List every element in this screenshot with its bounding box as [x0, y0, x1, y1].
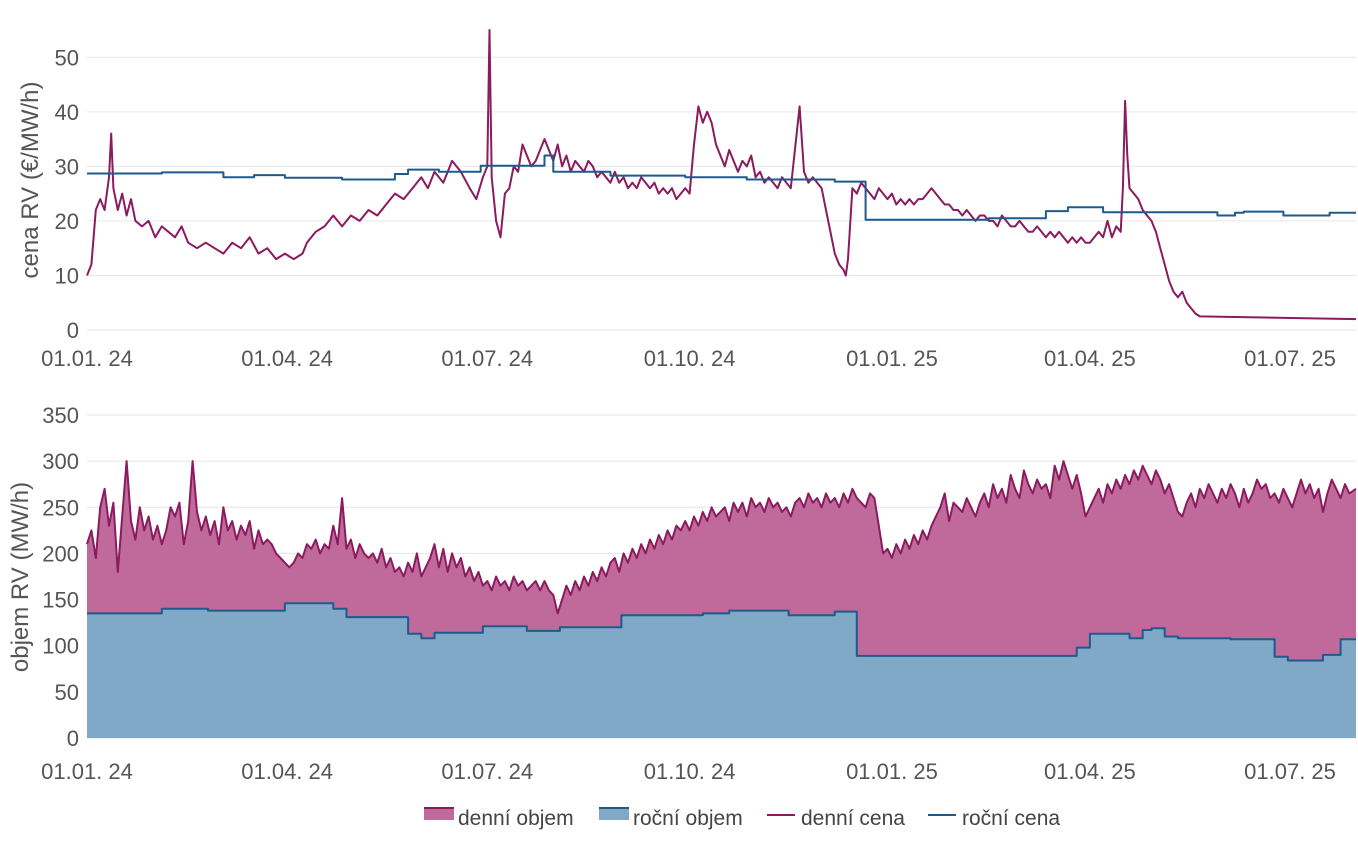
legend-swatch-roční-objem — [599, 808, 629, 820]
price-x-tick-label: 01.04. 24 — [241, 346, 333, 371]
legend-label-roční-cena: roční cena — [962, 807, 1060, 830]
volume-y-tick-label: 200 — [42, 541, 79, 566]
price-y-tick-label: 30 — [55, 154, 79, 179]
series-line-roční-objem — [87, 602, 1356, 662]
volume-x-tick-label: 01.01. 24 — [41, 759, 133, 784]
legend-label-denní-objem: denní objem — [458, 807, 574, 830]
volume-x-tick-label: 01.04. 25 — [1044, 759, 1136, 784]
price-y-axis-label: cena RV (€/MW/h) — [17, 82, 44, 279]
volume-x-tick-label: 01.07. 24 — [441, 759, 533, 784]
price-x-tick-label: 01.01. 24 — [41, 346, 133, 371]
price-x-tick-label: 01.07. 25 — [1244, 346, 1336, 371]
price-y-tick-label: 20 — [55, 209, 79, 234]
legend-label-roční-objem: roční objem — [633, 807, 743, 830]
volume-y-tick-label: 250 — [42, 495, 79, 520]
volume-y-tick-label: 100 — [42, 634, 79, 659]
price-y-tick-label: 50 — [55, 45, 79, 70]
price-x-tick-label: 01.07. 24 — [441, 346, 533, 371]
price-x-tick-label: 01.01. 25 — [846, 346, 938, 371]
series-line-denní-objem — [86, 460, 1357, 615]
legend-label-denní-cena: denní cena — [801, 807, 905, 830]
price-y-tick-label: 0 — [67, 318, 79, 343]
volume-x-tick-label: 01.04. 24 — [241, 759, 333, 784]
series-area-roční-objem — [87, 603, 1356, 738]
price-chart-panel: 0 10 20 30 40 50 cena RV (€/MW/h) 01.01. 24 01.0… — [17, 29, 1357, 371]
price-y-tick-label: 10 — [55, 263, 79, 288]
chart-legend: denní objem roční objem denní cena roční ce… — [424, 807, 1060, 830]
volume-x-tick-label: 01.01. 25 — [846, 759, 938, 784]
volume-x-tick-label: 01.07. 25 — [1244, 759, 1336, 784]
volume-y-tick-label: 350 — [42, 403, 79, 428]
volume-y-tick-label: 0 — [67, 726, 79, 751]
volume-y-tick-label: 300 — [42, 449, 79, 474]
price-y-tick-label: 40 — [55, 100, 79, 125]
volume-chart-panel: 0 50 100 150 200 250 300 350 objem RV (MW/h) 01.0… — [7, 403, 1357, 784]
volume-y-tick-label: 50 — [55, 680, 79, 705]
series-line-denní-cena — [86, 29, 1357, 321]
price-x-tick-label: 01.04. 25 — [1044, 346, 1136, 371]
volume-x-tick-label: 01.10. 24 — [644, 759, 736, 784]
volume-y-axis-label: objem RV (MW/h) — [7, 482, 34, 672]
series-line-roční-cena — [87, 154, 1356, 221]
price-x-tick-label: 01.10. 24 — [644, 346, 736, 371]
legend-swatch-denní-objem — [424, 808, 454, 820]
volume-y-tick-label: 150 — [42, 588, 79, 613]
